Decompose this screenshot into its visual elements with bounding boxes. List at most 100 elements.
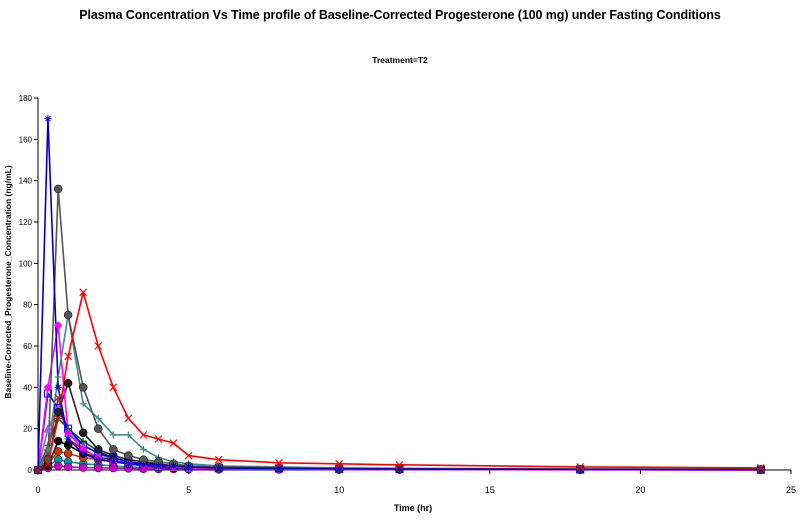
point-star	[79, 449, 87, 457]
point-dot	[93, 445, 103, 454]
point-star	[757, 466, 765, 474]
data-point-s1	[154, 462, 162, 470]
data-point-s0	[576, 462, 585, 471]
point-dot	[93, 463, 103, 473]
data-point-s1	[395, 465, 403, 473]
point-dot	[53, 447, 63, 456]
point-x	[54, 393, 63, 402]
point-star	[576, 465, 584, 473]
data-point-s0	[34, 466, 42, 474]
point-star	[275, 464, 283, 472]
data-point-s0	[109, 383, 118, 392]
data-point-s6	[63, 378, 73, 388]
data-point-s2	[53, 184, 63, 194]
data-point-s10	[53, 436, 63, 446]
point-plus	[44, 445, 52, 453]
data-point-s3	[139, 445, 147, 453]
data-point-s3	[109, 431, 117, 439]
x-axis-title: Time (hr)	[394, 503, 432, 513]
data-point-s8	[79, 437, 87, 445]
y-tick-label: 180	[19, 94, 33, 103]
point-plus	[139, 445, 147, 453]
point-x	[109, 383, 118, 392]
data-point-s1	[185, 463, 193, 471]
point-plus	[124, 431, 132, 439]
point-plus	[79, 437, 87, 445]
point-dot	[78, 463, 88, 472]
point-x	[214, 455, 223, 464]
x-tick-label: 0	[35, 485, 40, 495]
data-point-s1	[757, 466, 765, 474]
data-point-s12	[93, 463, 103, 473]
point-dot	[78, 383, 88, 392]
point-x	[395, 460, 404, 469]
point-dot	[124, 451, 133, 460]
point-x	[54, 414, 63, 423]
x-tick-label: 20	[635, 485, 645, 495]
point-dot	[63, 449, 73, 458]
point-dot	[53, 436, 63, 446]
point-triangle	[43, 424, 53, 433]
data-point-s1	[64, 435, 72, 443]
chart-subtitle: Treatment=T2	[372, 55, 428, 65]
data-point-s5	[54, 404, 63, 412]
y-axis-title: Baseline-Corrected_Progesterone_Concentr…	[3, 165, 13, 398]
point-dot	[93, 424, 103, 433]
series-line-2	[37, 188, 761, 471]
point-x	[34, 466, 42, 474]
data-point-s0	[94, 342, 103, 350]
data-point-s1	[79, 449, 87, 457]
data-point-s0	[184, 451, 193, 460]
x-tick-label: 25	[786, 485, 796, 495]
point-x	[576, 462, 585, 471]
x-tick-label: 15	[485, 485, 495, 495]
point-dot	[43, 455, 53, 464]
x-tick-label: 10	[334, 485, 344, 495]
data-point-s2	[63, 310, 73, 320]
data-point-s12	[78, 463, 88, 472]
data-point-s2	[43, 455, 53, 464]
series-line-0	[37, 291, 761, 471]
point-dot	[109, 445, 118, 454]
point-star	[44, 115, 52, 123]
data-point-s12	[63, 462, 73, 472]
point-diamond	[53, 321, 63, 330]
data-point-s4	[43, 383, 53, 392]
data-point-s0	[335, 459, 344, 468]
series-line-4	[37, 324, 761, 471]
point-star	[170, 462, 178, 470]
data-point-s0	[214, 455, 223, 464]
data-point-s9	[43, 424, 53, 433]
point-x	[275, 458, 283, 467]
data-point-s1	[139, 461, 147, 469]
point-star	[124, 460, 132, 468]
y-tick-label: 160	[19, 135, 33, 144]
series-line-1	[37, 117, 761, 471]
point-x	[94, 342, 103, 350]
data-point-s3	[124, 431, 132, 439]
point-plus	[109, 431, 117, 439]
point-x	[154, 435, 163, 443]
data-point-s1	[54, 383, 62, 391]
point-x	[44, 449, 52, 458]
data-point-s1	[44, 115, 52, 123]
data-point-s3	[44, 445, 52, 453]
data-point-s3	[79, 400, 87, 408]
y-tick-label: 20	[23, 425, 32, 434]
data-point-s0	[54, 414, 63, 423]
data-point-s6	[78, 428, 88, 438]
point-x	[169, 439, 178, 448]
point-star	[64, 435, 72, 443]
point-x	[139, 430, 148, 439]
point-dot	[63, 378, 73, 388]
data-point-s2	[109, 445, 118, 454]
point-dot	[53, 184, 63, 194]
data-point-s11	[63, 449, 73, 458]
data-point-s1	[275, 464, 283, 472]
data-point-s0	[169, 439, 178, 448]
data-point-s1	[124, 460, 132, 468]
point-plus	[94, 414, 102, 422]
point-star	[139, 461, 147, 469]
point-x	[44, 459, 52, 468]
